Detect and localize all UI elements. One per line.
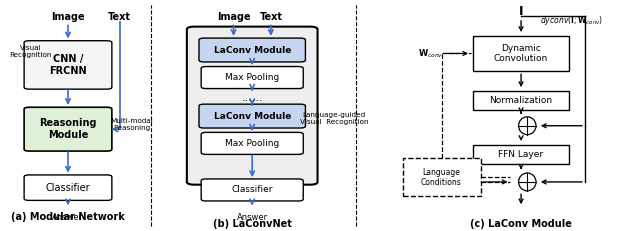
- Text: $dyconv(\mathbf{I};\mathbf{W}_{conv})$: $dyconv(\mathbf{I};\mathbf{W}_{conv})$: [540, 14, 603, 27]
- Text: Answer: Answer: [237, 213, 268, 222]
- Text: LaConv Module: LaConv Module: [214, 112, 291, 121]
- Text: Classifier: Classifier: [232, 185, 273, 195]
- Text: LaConv Module: LaConv Module: [214, 46, 291, 55]
- Text: Language-guided
Visual  Recognition: Language-guided Visual Recognition: [300, 112, 369, 125]
- Text: CNN /
FRCNN: CNN / FRCNN: [49, 54, 87, 76]
- Text: Visual
Recognition: Visual Recognition: [10, 45, 52, 58]
- FancyBboxPatch shape: [187, 27, 317, 185]
- Text: $\mathbf{I}$: $\mathbf{I}$: [518, 5, 524, 18]
- FancyBboxPatch shape: [199, 104, 305, 128]
- Text: Reasoning
Module: Reasoning Module: [39, 118, 97, 140]
- FancyBboxPatch shape: [24, 175, 112, 201]
- Text: (c) LaConv Module: (c) LaConv Module: [470, 219, 572, 229]
- Text: Answer: Answer: [52, 213, 84, 222]
- Bar: [473, 145, 570, 164]
- Text: ......: ......: [241, 93, 263, 103]
- Text: Max Pooling: Max Pooling: [225, 139, 279, 148]
- FancyBboxPatch shape: [201, 179, 303, 201]
- Text: Image: Image: [217, 12, 250, 22]
- FancyBboxPatch shape: [24, 41, 112, 89]
- FancyBboxPatch shape: [24, 107, 112, 151]
- Text: Classifier: Classifier: [45, 183, 90, 193]
- FancyBboxPatch shape: [201, 132, 303, 154]
- Text: Language
Conditions: Language Conditions: [421, 168, 462, 187]
- Text: Normalization: Normalization: [490, 96, 552, 105]
- Text: $\mathbf{W}_{conv}$: $\mathbf{W}_{conv}$: [418, 47, 444, 60]
- Text: Dynamic
Convolution: Dynamic Convolution: [494, 44, 548, 63]
- Text: (a) Modular Network: (a) Modular Network: [11, 213, 125, 222]
- Text: Text: Text: [108, 12, 131, 22]
- Bar: [473, 91, 570, 110]
- Text: (b) LaConvNet: (b) LaConvNet: [212, 219, 292, 229]
- Text: Text: Text: [259, 12, 282, 22]
- Text: FFN Layer: FFN Layer: [499, 150, 543, 159]
- Text: Max Pooling: Max Pooling: [225, 73, 279, 82]
- Bar: [403, 158, 481, 196]
- Text: Image: Image: [51, 12, 85, 22]
- FancyBboxPatch shape: [199, 38, 305, 62]
- FancyBboxPatch shape: [201, 67, 303, 88]
- Bar: [473, 36, 570, 71]
- Text: Multi-modal
Reasoning: Multi-modal Reasoning: [111, 118, 154, 131]
